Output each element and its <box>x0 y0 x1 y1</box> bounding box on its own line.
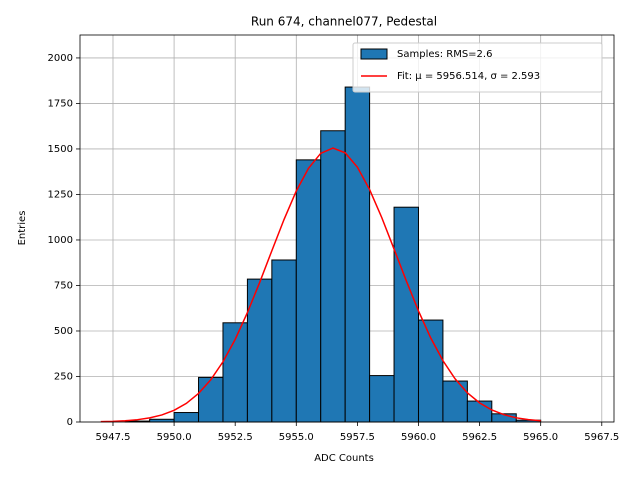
y-tick-label: 500 <box>54 326 73 337</box>
x-tick-label: 5965.0 <box>523 432 558 443</box>
histogram-bar <box>417 319 444 423</box>
histogram-bar <box>271 259 297 423</box>
histogram-bar <box>295 159 322 423</box>
histogram-bar <box>246 278 273 423</box>
x-tick-label: 5967.5 <box>584 432 619 443</box>
histogram-bar <box>393 206 419 423</box>
y-tick-label: 1500 <box>48 144 73 155</box>
y-axis-label: Entries <box>17 211 28 246</box>
x-tick-label: 5957.5 <box>340 432 375 443</box>
y-tick-label: 1750 <box>48 98 73 109</box>
x-tick-label: 5947.5 <box>95 432 130 443</box>
histogram-bar <box>369 375 395 423</box>
x-axis-label: ADC Counts <box>314 453 374 464</box>
plot-frame <box>79 34 615 423</box>
y-tick-label: 0 <box>67 417 73 428</box>
y-tick-label: 750 <box>54 280 73 291</box>
histogram-bar <box>442 380 468 423</box>
histogram-bar <box>344 86 371 423</box>
y-tick-label: 1000 <box>48 235 73 246</box>
histogram-bar <box>466 400 493 423</box>
x-tick-label: 5955.0 <box>279 432 314 443</box>
y-tick-label: 2000 <box>48 53 73 64</box>
legend-box <box>352 42 603 93</box>
histogram-bar <box>149 418 175 423</box>
histogram-bar <box>173 412 200 423</box>
legend-label: Samples: RMS=2.6 <box>397 49 492 60</box>
histogram-bar <box>320 130 346 423</box>
legend-swatch <box>360 48 388 60</box>
fit-line <box>100 147 541 423</box>
y-tick-label: 250 <box>54 371 73 382</box>
histogram-bar <box>198 376 224 423</box>
x-tick-label: 5952.5 <box>218 432 253 443</box>
y-tick-label: 1250 <box>48 189 73 200</box>
x-tick-label: 5960.0 <box>401 432 436 443</box>
x-tick-label: 5950.0 <box>157 432 192 443</box>
chart-title: Run 674, channel077, Pedestal <box>251 15 437 29</box>
x-tick-label: 5962.5 <box>462 432 497 443</box>
legend-label: Fit: μ = 5956.514, σ = 2.593 <box>397 71 540 82</box>
